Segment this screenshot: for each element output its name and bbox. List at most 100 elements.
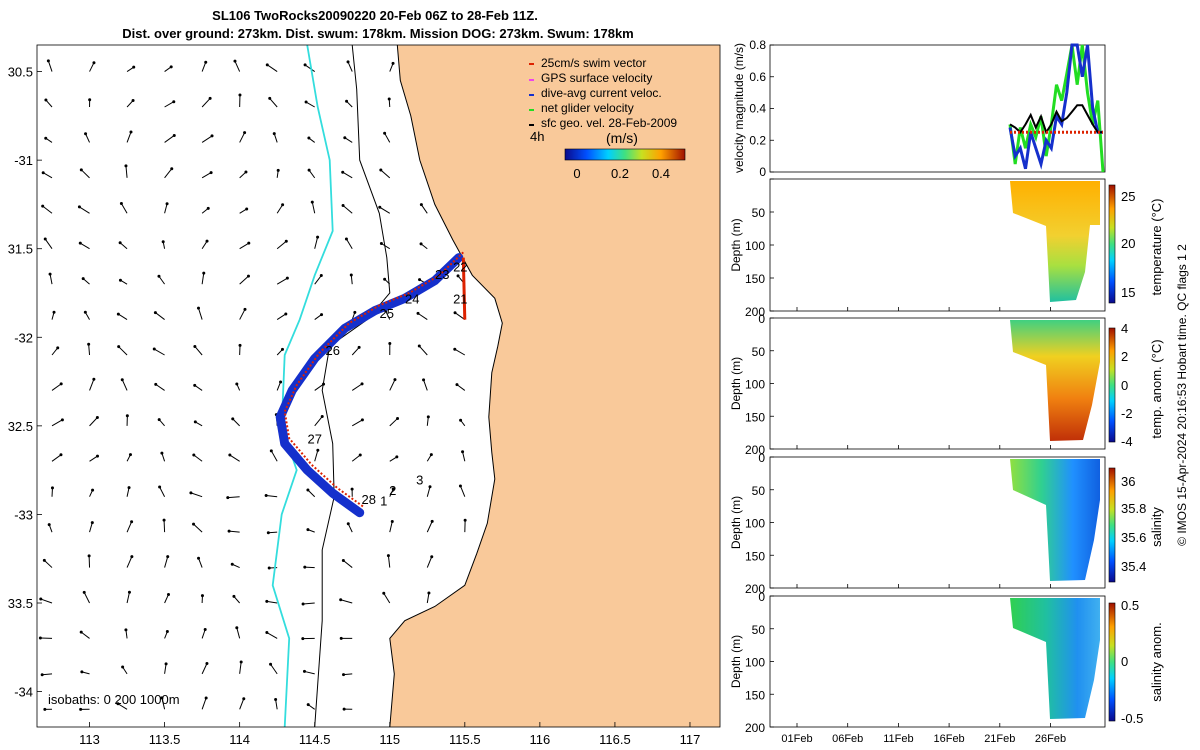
depth-tick-label: 100 [745, 378, 765, 392]
current-arrow-head [419, 242, 423, 246]
current-arrow-head [192, 522, 196, 526]
colorbar-tick: 15 [1121, 285, 1135, 300]
current-arrow-head [153, 311, 157, 315]
current-arrow-head [162, 518, 166, 522]
current-arrow [276, 204, 284, 214]
current-arrow-head [116, 702, 120, 706]
current-arrow-head [302, 669, 306, 673]
current-arrow-head [193, 420, 197, 424]
colorbar-tick: 2 [1121, 349, 1128, 364]
current-arrow [454, 348, 466, 356]
legend-swatch-gps [529, 79, 534, 81]
current-arrow-head [268, 96, 272, 100]
x-tick-label: 114.5 [299, 732, 331, 747]
current-arrow-head [95, 454, 99, 458]
current-arrow-head [396, 416, 400, 420]
current-arrow-head [203, 628, 207, 632]
y-tick-label: -34 [14, 685, 33, 700]
current-arrow [239, 698, 245, 710]
current-arrow [426, 521, 433, 533]
current-arrow [193, 523, 203, 533]
colorbar-title: (m/s) [606, 130, 638, 146]
legend-swatch-sfc [529, 124, 534, 126]
current-arrow-head [204, 60, 208, 64]
glider-track-start [461, 257, 467, 320]
depth-ylabel: Depth (m) [729, 635, 743, 688]
current-arrow [266, 495, 278, 498]
velocity-series [1008, 43, 1105, 173]
time-tick-label: 11Feb [883, 733, 913, 745]
current-arrow-head [46, 59, 50, 63]
current-arrow [40, 598, 53, 604]
current-arrow [44, 238, 53, 250]
x-tick-label: 117 [680, 732, 701, 747]
colorbar-tick: 4 [1121, 321, 1128, 336]
current-arrow-head [124, 628, 128, 632]
current-arrow-head [193, 344, 197, 348]
depth-axes: 50 100 150 200 Depth (m) 0 50 100 150 200 Depth (m… [729, 178, 774, 735]
time-tick-label: 21Feb [984, 733, 1015, 745]
current-arrow-head [456, 274, 460, 278]
current-arrow-head [82, 590, 86, 594]
current-arrow-head [41, 171, 45, 175]
current-arrow-head [160, 451, 164, 455]
colorbar-tick: 36 [1121, 474, 1135, 489]
time-axis: 01Feb 06Feb 11Feb 16Feb 21Feb 26Feb [781, 307, 1066, 745]
current-arrow [155, 312, 165, 320]
current-arrow [346, 238, 353, 249]
current-arrow [383, 593, 391, 604]
current-arrow [456, 384, 466, 391]
depth-tick-label: 150 [745, 272, 765, 286]
colorbar-tick: 35.8 [1121, 501, 1146, 516]
legend-entry: dive-avg current veloc. [541, 86, 662, 100]
current-arrow [159, 486, 166, 497]
velocity-y-ticks: 0 0.2 0.4 0.6 0.8 [749, 38, 774, 179]
current-arrow [43, 559, 53, 568]
current-arrow-head [165, 630, 169, 634]
map-frame [36, 44, 721, 728]
isobath-0m-coastline [389, 45, 503, 727]
current-arrow-head [166, 592, 170, 596]
colorbar-tick: 0.5 [1121, 598, 1139, 613]
current-arrow [420, 204, 428, 214]
current-arrow-head [209, 171, 213, 175]
current-arrow-head [320, 313, 324, 317]
current-arrow-head [430, 555, 434, 559]
current-arrow-head [319, 274, 323, 278]
current-arrow [125, 165, 128, 178]
colorbar-tick: -2 [1121, 406, 1133, 421]
current-arrow-head [357, 345, 361, 349]
map-land [389, 45, 720, 727]
current-arrow-head [455, 383, 459, 387]
current-arrow [164, 594, 169, 604]
y-tick-label: 0.2 [749, 133, 766, 147]
day-label: 2 [389, 483, 396, 498]
current-arrow [266, 632, 278, 639]
depth-tick-label: 150 [745, 410, 765, 424]
current-arrow [276, 313, 287, 320]
current-arrow-head [83, 310, 87, 314]
current-arrow [126, 556, 133, 568]
current-arrow-head [204, 696, 208, 700]
salinity-section [1010, 459, 1100, 581]
current-arrow-head [231, 417, 235, 421]
x-tick-label: 115 [379, 732, 400, 747]
current-arrow [161, 697, 166, 710]
colorbar-tick: 0.4 [652, 166, 670, 181]
current-arrow [387, 555, 391, 568]
current-arrow-head [306, 528, 310, 532]
temp-anomaly-section [1010, 320, 1100, 441]
current-arrow-head [382, 591, 386, 595]
current-arrow-head [228, 453, 232, 457]
current-arrow [232, 418, 241, 427]
current-arrow-head [276, 168, 280, 172]
current-arrow [308, 169, 316, 179]
depth-ylabel: Depth (m) [729, 357, 743, 410]
current-arrow [164, 135, 175, 143]
current-arrow [201, 62, 207, 72]
current-arrow-head [342, 707, 346, 711]
temp-anomaly-panel: 4 2 0 -2 -4 temp. anom. (°C) [769, 317, 1164, 450]
current-arrow-head [246, 274, 250, 278]
current-arrow [239, 242, 250, 250]
current-arrow [417, 312, 428, 320]
